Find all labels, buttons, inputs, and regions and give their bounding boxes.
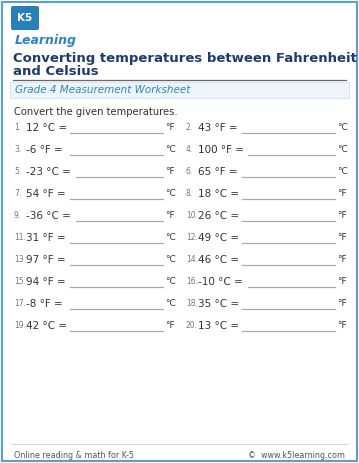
Text: and Celsius: and Celsius: [13, 65, 99, 78]
Text: 13 °C =: 13 °C =: [198, 321, 239, 331]
Text: 65 °F =: 65 °F =: [198, 167, 238, 177]
Text: -8 °F =: -8 °F =: [26, 299, 63, 309]
Text: °F: °F: [337, 233, 347, 243]
Text: 19.: 19.: [14, 321, 26, 330]
Text: 97 °F =: 97 °F =: [26, 255, 66, 265]
Text: °F: °F: [165, 168, 174, 176]
Text: 100 °F =: 100 °F =: [198, 145, 244, 155]
Text: 5.: 5.: [14, 167, 21, 176]
Text: 18.: 18.: [186, 299, 198, 308]
Text: -10 °C =: -10 °C =: [198, 277, 243, 287]
Text: -23 °C =: -23 °C =: [26, 167, 71, 177]
Text: 43 °F =: 43 °F =: [198, 123, 238, 133]
Text: 17.: 17.: [14, 299, 26, 308]
Text: Online reading & math for K-5: Online reading & math for K-5: [14, 451, 134, 460]
Text: 35 °C =: 35 °C =: [198, 299, 239, 309]
Text: 13.: 13.: [14, 255, 26, 264]
Text: 3.: 3.: [14, 145, 21, 154]
Text: 1.: 1.: [14, 123, 21, 132]
Text: °C: °C: [165, 233, 176, 243]
Text: 54 °F =: 54 °F =: [26, 189, 66, 199]
Text: 14.: 14.: [186, 255, 198, 264]
Text: 10.: 10.: [186, 211, 198, 220]
Text: °F: °F: [337, 256, 347, 264]
Text: °C: °C: [165, 256, 176, 264]
Text: °F: °F: [337, 189, 347, 199]
Text: 15.: 15.: [14, 277, 26, 286]
Text: °C: °C: [165, 300, 176, 308]
Text: Grade 4 Measurement Worksheet: Grade 4 Measurement Worksheet: [15, 85, 190, 95]
FancyBboxPatch shape: [11, 6, 39, 30]
Text: ©  www.k5learning.com: © www.k5learning.com: [248, 451, 345, 460]
Text: 16.: 16.: [186, 277, 198, 286]
Text: 20.: 20.: [186, 321, 198, 330]
Text: °F: °F: [337, 300, 347, 308]
Text: -6 °F =: -6 °F =: [26, 145, 63, 155]
Text: 6.: 6.: [186, 167, 193, 176]
Text: °F: °F: [337, 212, 347, 220]
Text: Convert the given temperatures.: Convert the given temperatures.: [14, 107, 178, 117]
Text: °C: °C: [165, 145, 176, 155]
Text: Converting temperatures between Fahrenheit: Converting temperatures between Fahrenhe…: [13, 52, 357, 65]
Text: °F: °F: [337, 321, 347, 331]
Text: °F: °F: [165, 212, 174, 220]
Text: °C: °C: [337, 145, 348, 155]
Text: °C: °C: [337, 168, 348, 176]
Text: 49 °C =: 49 °C =: [198, 233, 239, 243]
Text: 42 °C =: 42 °C =: [26, 321, 67, 331]
Text: 12 °C =: 12 °C =: [26, 123, 67, 133]
Text: 46 °C =: 46 °C =: [198, 255, 239, 265]
Text: °F: °F: [337, 277, 347, 287]
Text: -36 °C =: -36 °C =: [26, 211, 71, 221]
Text: 31 °F =: 31 °F =: [26, 233, 66, 243]
Text: °F: °F: [165, 321, 174, 331]
Text: 2.: 2.: [186, 123, 193, 132]
Text: °C: °C: [337, 124, 348, 132]
Text: K5: K5: [17, 13, 33, 23]
Text: 7.: 7.: [14, 189, 21, 198]
Text: °F: °F: [165, 124, 174, 132]
Text: Learning: Learning: [15, 34, 77, 47]
Text: 18 °C =: 18 °C =: [198, 189, 239, 199]
FancyBboxPatch shape: [10, 82, 349, 98]
Text: 94 °F =: 94 °F =: [26, 277, 66, 287]
Text: 9.: 9.: [14, 211, 21, 220]
Text: 26 °C =: 26 °C =: [198, 211, 239, 221]
Text: °C: °C: [165, 277, 176, 287]
Text: °C: °C: [165, 189, 176, 199]
Text: 4.: 4.: [186, 145, 193, 154]
Text: 8.: 8.: [186, 189, 193, 198]
Text: 11.: 11.: [14, 233, 26, 242]
Text: 12.: 12.: [186, 233, 198, 242]
